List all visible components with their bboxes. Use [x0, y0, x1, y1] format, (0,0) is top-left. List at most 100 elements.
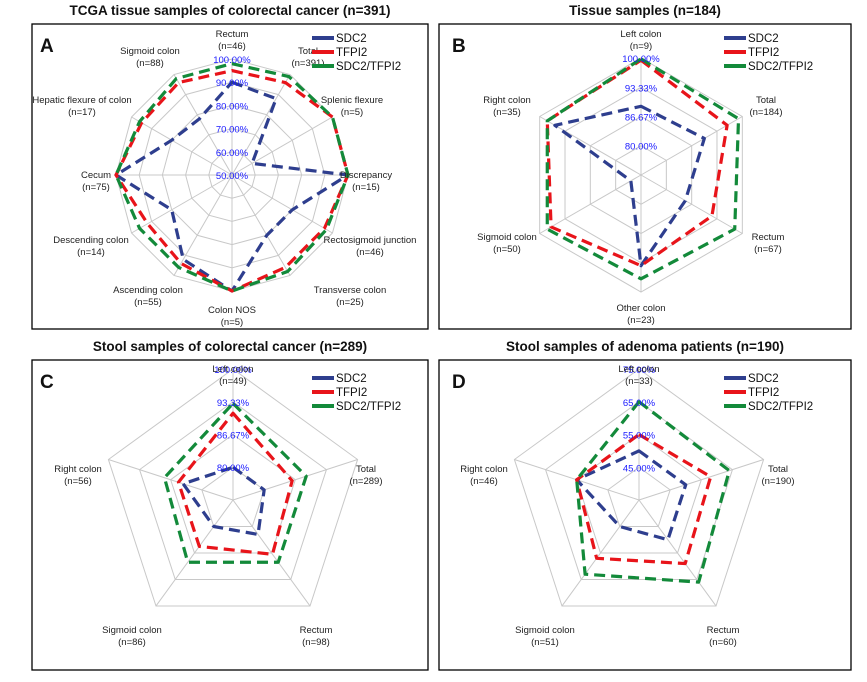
axis-label: Sigmoid colon (n=50): [477, 232, 537, 255]
grid-spoke: [131, 116, 233, 176]
series-tfpi2: [545, 58, 729, 268]
axis-label: Right colon (n=56): [54, 464, 102, 487]
tick-label: 93.33%: [625, 83, 658, 94]
panel-d: Stool samples of adenoma patients (n=190…: [438, 339, 852, 671]
tick-label: 100.00%: [622, 54, 660, 65]
axis-label: Sigmoid colon (n=51): [515, 625, 575, 648]
panel-letter: B: [452, 36, 466, 57]
axis-label: Cecum (n=75): [81, 170, 111, 193]
grid-spoke: [638, 459, 764, 501]
grid-ring: [544, 401, 734, 580]
axis-label: Discrepancy (n=15): [340, 170, 393, 193]
grid-ring: [607, 466, 671, 527]
axis-label: Right colon (n=35): [483, 95, 531, 118]
legend: SDC2 TFPI2 SDC2/TFPI2: [724, 33, 813, 73]
tick-label: 100.00%: [214, 365, 252, 376]
tick-label: 70.00%: [216, 125, 249, 136]
grid-spoke: [173, 74, 233, 176]
axis-label: Other colon (n=23): [616, 303, 665, 326]
tick-label: 80.00%: [625, 142, 658, 153]
grid-spoke: [231, 116, 333, 176]
panel-letter: A: [40, 36, 54, 57]
axis-label: Right colon (n=46): [460, 464, 508, 487]
legend-label: SDC2/TFPI2: [336, 401, 401, 413]
grid-spoke: [173, 174, 233, 276]
axis-label: Total (n=190): [761, 464, 794, 487]
series-sdc2: [553, 104, 706, 268]
tick-label: 50.00%: [216, 171, 249, 182]
panel-frame: [31, 23, 429, 330]
panel-title: Stool samples of adenoma patients (n=190…: [506, 339, 784, 354]
panel-title: Tissue samples (n=184): [569, 3, 721, 18]
panel-title: Stool samples of colorectal cancer (n=28…: [93, 339, 367, 354]
series-sdc2: [181, 465, 266, 537]
axis-label: Sigmoid colon (n=86): [102, 625, 162, 648]
axis-label: Rectum (n=67): [752, 232, 785, 255]
tick-label: 90.00%: [216, 78, 249, 89]
tick-label: 86.67%: [217, 430, 250, 441]
panel-frame: [438, 23, 852, 330]
tick-label: 80.00%: [217, 463, 250, 474]
panel-a: TCGA tissue samples of colorectal cancer…: [31, 3, 429, 330]
axis-label: Hepatic flexure of colon (n=17): [32, 95, 131, 118]
panel-b: Tissue samples (n=184) B 80.00% 86.67% 93.33…: [438, 3, 852, 330]
legend-label: TFPI2: [748, 387, 779, 399]
axis-label: Rectum (n=60): [707, 625, 740, 648]
radar-grid: [115, 58, 349, 292]
grid-spoke: [108, 459, 234, 501]
grid-ring: [138, 401, 328, 580]
series-tfpi2: [575, 432, 713, 566]
grid-ring: [107, 368, 359, 607]
legend-label: SDC2/TFPI2: [748, 401, 813, 413]
axis-label: Ascending colon (n=55): [113, 285, 183, 308]
grid-ring: [576, 433, 702, 554]
series-tfpi2: [176, 411, 294, 556]
tick-label: 55.00%: [623, 431, 656, 442]
axis-label: Rectum (n=98): [300, 625, 333, 648]
axis-label: Left colon (n=33): [618, 364, 659, 387]
axis-label: Colon NOS (n=5): [208, 305, 256, 328]
axis-label: Descending colon (n=14): [53, 235, 129, 258]
axis-label: Left colon (n=49): [212, 364, 253, 387]
grid-ring: [201, 466, 265, 528]
panel-title: TCGA tissue samples of colorectal cancer…: [70, 3, 391, 18]
grid-spoke: [640, 174, 743, 234]
axis-label: Rectum (n=46): [216, 29, 249, 52]
series-tfpi2: [114, 68, 350, 293]
legend: SDC2 TFPI2 SDC2/TFPI2: [724, 373, 813, 413]
panel-letter: D: [452, 372, 466, 393]
legend-label: TFPI2: [748, 47, 779, 59]
axis-label: Total (n=289): [349, 464, 382, 487]
tick-label: 100.00%: [213, 55, 251, 66]
legend-label: TFPI2: [336, 387, 367, 399]
grid-spoke: [539, 174, 642, 234]
grid-spoke: [232, 499, 311, 607]
panel-c: Stool samples of colorectal cancer (n=28…: [31, 339, 429, 671]
tick-label: 65.00%: [623, 398, 656, 409]
axis-label: Total (n=184): [749, 95, 782, 118]
grid-spoke: [231, 74, 291, 176]
legend-label: SDC2: [336, 373, 367, 385]
grid-spoke: [231, 174, 291, 276]
tick-label: 45.00%: [623, 463, 656, 474]
axis-label: Splenic flexure (n=5): [321, 95, 383, 118]
tick-label: 80.00%: [216, 101, 249, 112]
axis-label: Rectosigmoid junction (n=46): [324, 235, 417, 258]
legend-label: SDC2: [748, 373, 779, 385]
grid-ring: [513, 368, 765, 607]
radar-grid: [107, 368, 359, 607]
legend: SDC2 TFPI2 SDC2/TFPI2: [312, 373, 401, 413]
series-sdc2: [575, 449, 688, 542]
panel-letter: C: [40, 372, 54, 393]
tick-label: 86.67%: [625, 112, 658, 123]
legend-label: SDC2: [336, 33, 367, 45]
grid-spoke: [155, 499, 234, 607]
series-sdc2-tfpi2: [114, 62, 350, 293]
tick-label: 75.00%: [623, 365, 656, 376]
series-sdc2-tfpi2: [575, 400, 731, 584]
legend-label: SDC2: [748, 33, 779, 45]
grid-spoke: [561, 499, 640, 607]
legend-label: TFPI2: [336, 47, 367, 59]
panel-frame: [438, 359, 852, 671]
series-sdc2-tfpi2: [545, 57, 741, 281]
